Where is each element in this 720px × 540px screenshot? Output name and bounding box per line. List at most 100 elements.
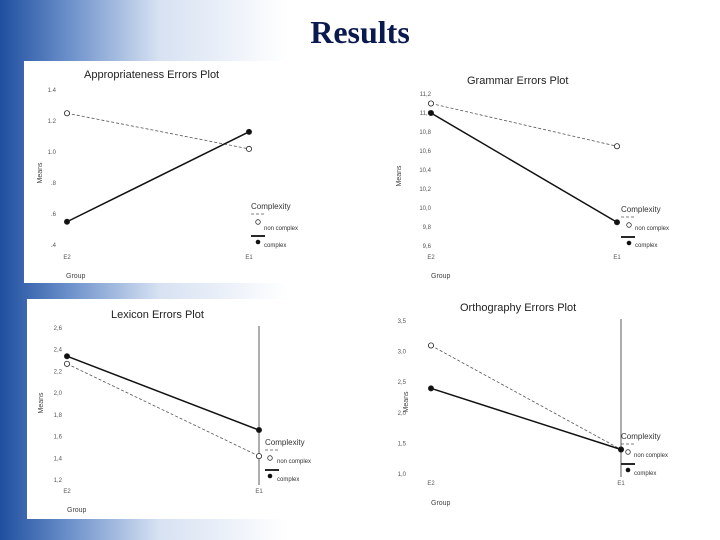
series-line-complex	[430, 387, 622, 451]
x-axis-label: Group	[431, 273, 451, 280]
chart-title: Orthography Errors Plot	[460, 302, 576, 314]
chart-title: Grammar Errors Plot	[467, 75, 568, 87]
data-point-complex	[428, 110, 435, 117]
data-point-complex	[255, 427, 262, 434]
x-tick-label: E2	[427, 481, 435, 487]
data-point-complex	[428, 385, 435, 392]
y-tick-label: 10,0	[419, 206, 431, 212]
series-line-complex	[66, 131, 250, 223]
x-tick-label: E2	[427, 255, 435, 261]
y-tick-label: .6	[51, 212, 57, 218]
series-line-non-complex	[66, 112, 250, 150]
series-line-non-complex	[430, 103, 618, 147]
appropriateness-chart-panel: Appropriateness Errors Plot Means Group …	[24, 61, 300, 283]
data-point-non-complex	[255, 453, 262, 460]
series-line-complex	[66, 355, 260, 431]
y-tick-label: 1,8	[54, 413, 63, 419]
y-axis-label: Means	[38, 392, 45, 414]
orthography-chart-panel: Orthography Errors Plot Means Group Comp…	[388, 294, 672, 510]
y-tick-label: 11,0	[420, 111, 432, 117]
x-tick-label: E1	[245, 255, 253, 261]
x-axis-label: Group	[431, 500, 451, 507]
legend-open-marker	[255, 219, 261, 225]
data-point-non-complex	[64, 360, 71, 367]
y-axis-label: Means	[403, 391, 410, 413]
x-tick-label: E1	[613, 255, 621, 261]
y-axis-label: Means	[396, 165, 403, 187]
legend-filled-marker	[267, 473, 273, 479]
legend-label-non-complex: non complex	[264, 226, 298, 232]
x-tick-label: E2	[63, 255, 71, 261]
data-point-complex	[64, 218, 71, 225]
y-tick-label: 2,0	[54, 391, 63, 397]
data-point-non-complex	[613, 143, 620, 150]
y-tick-label: 3,5	[398, 319, 407, 325]
y-tick-label: 1.0	[48, 150, 57, 156]
y-tick-label: 10,6	[419, 149, 431, 155]
chart-title: Appropriateness Errors Plot	[84, 69, 219, 81]
y-tick-label: 2,6	[54, 326, 63, 332]
data-point-non-complex	[245, 145, 252, 152]
chart-title: Lexicon Errors Plot	[111, 309, 204, 321]
lexicon-chart: Lexicon Errors Plot Means Group Complexi…	[38, 309, 311, 514]
legend-title: Complexity	[621, 205, 661, 214]
legend-label-complex: complex	[634, 471, 656, 477]
legend-title: Complexity	[251, 202, 291, 211]
data-point-complex	[64, 353, 71, 360]
y-tick-label: 11,2	[420, 92, 432, 98]
legend-label-non-complex: non complex	[635, 226, 669, 232]
y-tick-label: 3,0	[398, 350, 407, 356]
y-tick-label: .8	[51, 181, 57, 187]
legend-open-marker	[267, 455, 273, 461]
x-tick-label: E2	[63, 489, 71, 495]
data-point-non-complex	[428, 100, 435, 107]
x-axis-label: Group	[66, 273, 86, 280]
y-tick-label: 10,4	[419, 168, 431, 174]
legend-filled-marker	[626, 240, 632, 246]
lexicon-chart-panel: Lexicon Errors Plot Means Group Complexi…	[27, 299, 312, 519]
data-point-non-complex	[428, 342, 435, 349]
y-tick-label: 1,5	[398, 441, 407, 447]
legend-title: Complexity	[265, 438, 305, 447]
y-tick-label: 2,0	[398, 411, 407, 417]
data-point-non-complex	[64, 110, 71, 117]
legend-filled-marker	[255, 239, 261, 245]
y-tick-label: 1,6	[54, 435, 63, 441]
x-tick-label: E1	[617, 481, 625, 487]
x-axis-label: Group	[67, 507, 87, 514]
orthography-chart: Orthography Errors Plot Means Group Comp…	[398, 302, 668, 507]
y-tick-label: 9,8	[423, 225, 432, 231]
y-tick-label: 2,2	[54, 369, 63, 375]
legend-filled-marker	[625, 467, 631, 473]
legend-label-complex: complex	[635, 243, 657, 249]
legend-open-marker	[625, 449, 631, 455]
y-tick-label: 1.4	[48, 88, 57, 94]
data-point-complex	[617, 446, 624, 453]
y-tick-label: 1,2	[54, 478, 63, 484]
y-tick-label: 9,6	[423, 244, 432, 250]
legend-title: Complexity	[621, 432, 661, 441]
y-tick-label: .4	[51, 243, 57, 249]
appropriateness-chart: Appropriateness Errors Plot Means Group …	[37, 69, 298, 280]
series-line-non-complex	[430, 345, 622, 450]
series-line-non-complex	[66, 363, 260, 457]
slide-title: Results	[310, 14, 410, 50]
y-axis-label: Means	[37, 162, 44, 184]
data-point-complex	[245, 128, 252, 135]
grammar-chart: Grammar Errors Plot Means Group Complexi…	[396, 75, 669, 280]
y-tick-label: 2,4	[54, 348, 63, 354]
y-tick-label: 10,2	[419, 187, 431, 193]
y-tick-label: 10,8	[419, 130, 431, 136]
grammar-chart-panel: Grammar Errors Plot Means Group Complexi…	[385, 66, 674, 284]
y-tick-label: 2,5	[398, 380, 407, 386]
legend-label-non-complex: non complex	[634, 453, 668, 459]
series-line-complex	[430, 112, 618, 223]
x-tick-label: E1	[255, 489, 263, 495]
legend-open-marker	[626, 222, 632, 228]
y-tick-label: 1,0	[398, 472, 407, 478]
legend-label-non-complex: non complex	[277, 459, 311, 465]
y-tick-label: 1.2	[48, 119, 57, 125]
legend-label-complex: complex	[277, 477, 299, 483]
legend-label-complex: complex	[264, 243, 286, 249]
data-point-complex	[613, 219, 620, 226]
